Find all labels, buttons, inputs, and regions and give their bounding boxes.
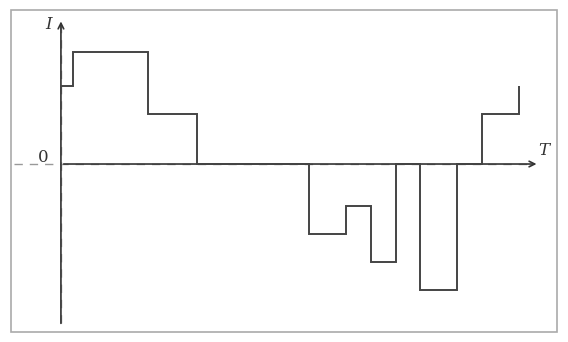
Text: I: I — [45, 16, 52, 33]
Text: 0: 0 — [38, 148, 49, 166]
Text: T: T — [538, 142, 550, 159]
